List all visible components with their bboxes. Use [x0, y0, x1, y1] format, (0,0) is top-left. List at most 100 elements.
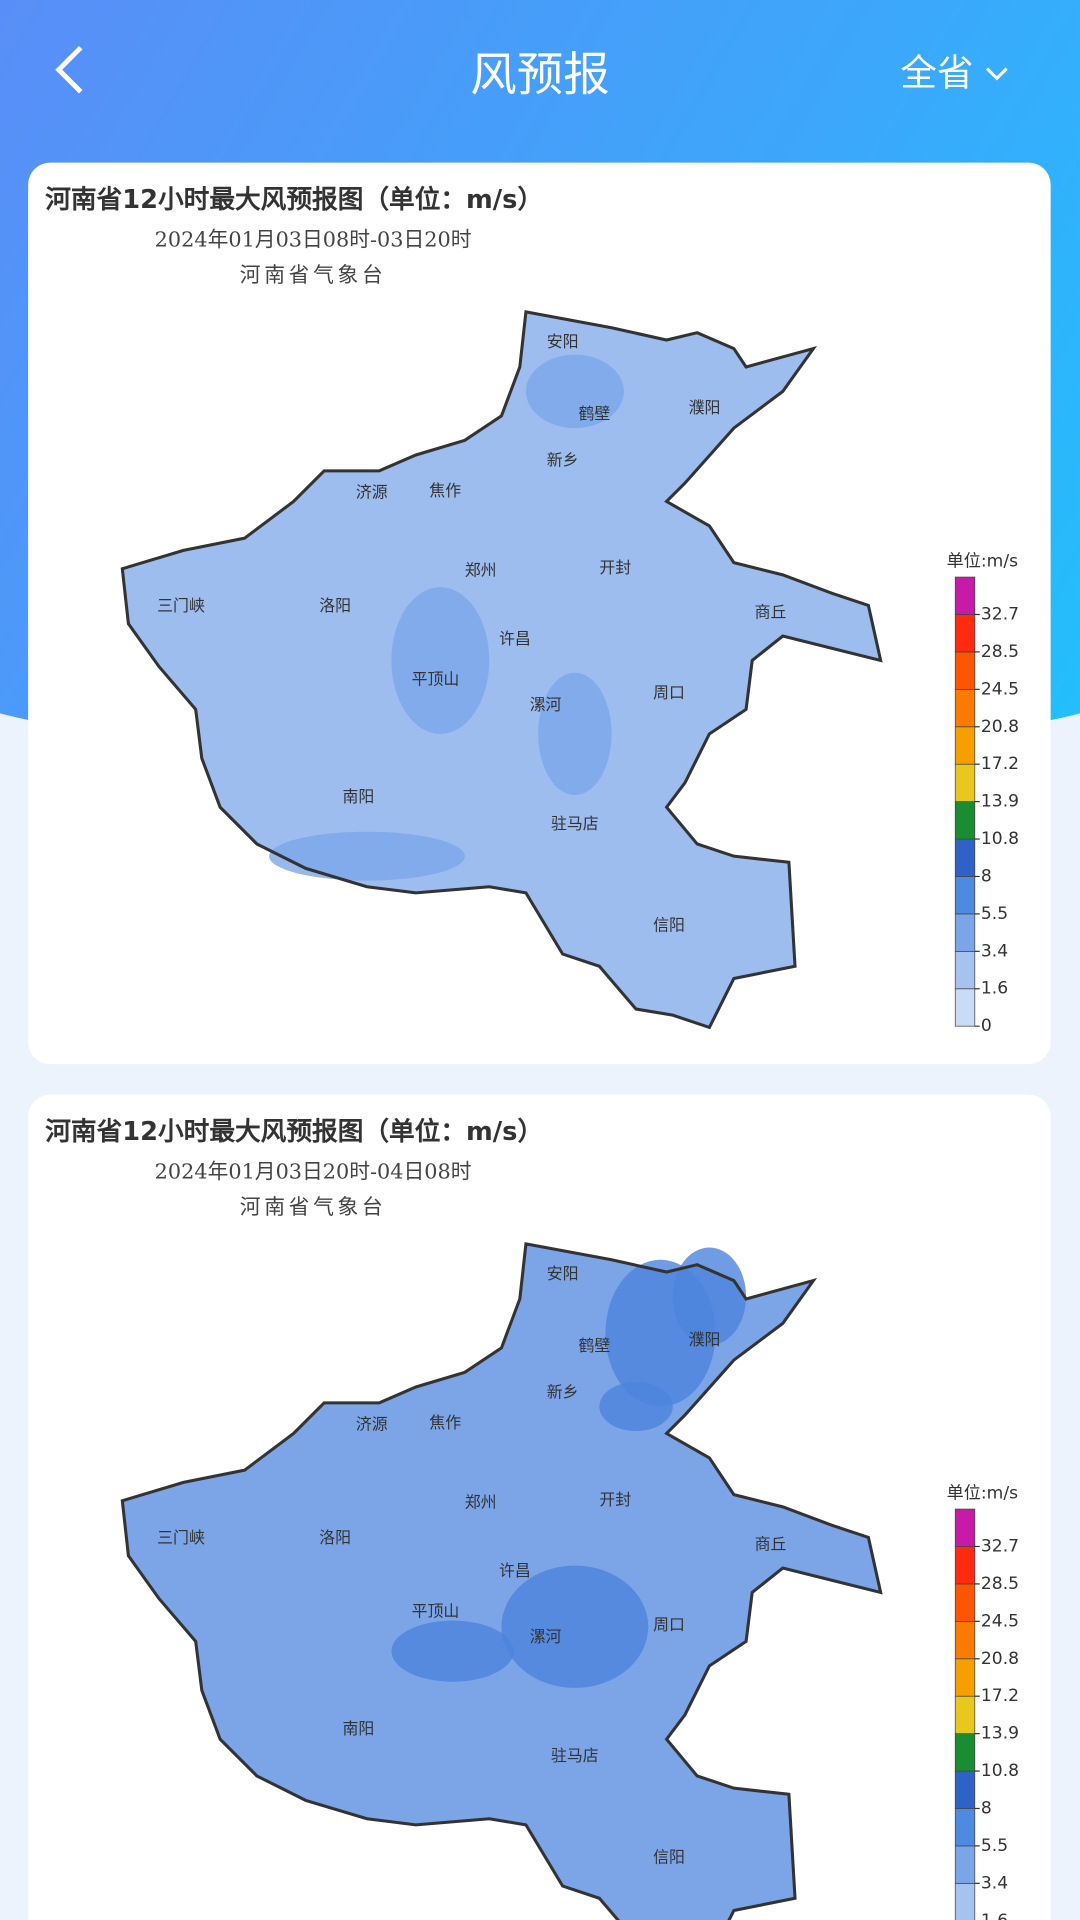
back-button[interactable]	[49, 43, 93, 97]
legend-swatch	[954, 651, 976, 690]
agency: 河南省气象台	[240, 1195, 387, 1219]
city-label: 鹤壁	[579, 1336, 611, 1355]
legend-swatch	[954, 576, 976, 615]
forecast-card[interactable]: 河南省12小时最大风预报图（单位：m/s） 2024年01月03日20时-04日0…	[28, 1094, 1051, 1920]
legend-tick-label: 5.5	[981, 1836, 1008, 1856]
legend-tick-label: 8	[981, 1798, 992, 1818]
wind-zone	[672, 1247, 747, 1346]
legend-swatch	[954, 688, 976, 728]
city-label: 南阳	[342, 787, 374, 806]
city-label: 信阳	[653, 915, 685, 934]
legend-tick-label: 32.7	[981, 604, 1019, 624]
legend-tick-label: 20.8	[981, 1649, 1019, 1669]
city-label: 洛阳	[319, 596, 351, 615]
province-fill	[122, 1243, 881, 1920]
city-label: 许昌	[499, 1561, 531, 1580]
city-label: 三门峡	[157, 1528, 205, 1547]
city-label: 安阳	[547, 1264, 579, 1283]
region-label[interactable]: 全省	[900, 52, 974, 96]
wind-zone	[538, 672, 612, 796]
agency: 河南省气象台	[240, 263, 387, 287]
province-fill	[122, 311, 881, 1028]
card-title: 河南省12小时最大风预报图（单位：m/s）	[45, 1116, 543, 1147]
city-label: 郑州	[465, 561, 497, 580]
legend-tick-label: 0	[981, 1016, 992, 1036]
legend-tick-label: 3.4	[981, 1873, 1008, 1893]
legend-swatch	[954, 876, 976, 915]
page-title: 风预报	[470, 47, 610, 102]
legend-tick-label: 10.8	[981, 829, 1019, 849]
legend-tick-label: 24.5	[981, 1611, 1019, 1631]
legend-swatch	[954, 1733, 976, 1772]
city-label: 南阳	[342, 1719, 374, 1738]
wind-zone	[269, 831, 465, 881]
legend-tick-label: 32.7	[981, 1536, 1019, 1556]
city-label: 三门峡	[157, 596, 205, 615]
city-label: 焦作	[429, 481, 461, 500]
legend-swatch	[954, 1583, 976, 1622]
legend-swatch	[954, 1658, 976, 1697]
legend-tick-label: 28.5	[981, 642, 1019, 662]
legend-swatch	[954, 1845, 976, 1884]
province-border	[120, 1242, 883, 1920]
province-border	[120, 310, 883, 1030]
wind-zone	[525, 354, 624, 429]
wind-zone	[391, 1620, 514, 1682]
city-label: 济源	[356, 1414, 388, 1433]
card-title: 河南省12小时最大风预报图（单位：m/s）	[45, 184, 543, 215]
forecast-map: 河南省12小时最大风预报图（单位：m/s） 2024年01月03日20时-04日0…	[45, 1116, 1019, 1920]
legend-tick-label: 5.5	[981, 904, 1008, 924]
city-label: 开封	[599, 1490, 631, 1509]
legend-swatch	[954, 801, 976, 840]
forecast-map: 河南省12小时最大风预报图（单位：m/s） 2024年01月03日08时-03日2…	[45, 184, 1019, 1036]
forecast-card[interactable]: 河南省12小时最大风预报图（单位：m/s） 2024年01月03日08时-03日2…	[28, 162, 1051, 1065]
legend-swatch	[954, 1508, 976, 1547]
city-label: 信阳	[653, 1847, 685, 1866]
city-label: 开封	[599, 558, 631, 577]
city-label: 平顶山	[412, 1602, 460, 1621]
legend-tick-label: 24.5	[981, 679, 1019, 699]
legend-tick-label: 17.2	[981, 754, 1019, 774]
legend-swatch	[954, 950, 976, 990]
legend-tick-label: 3.4	[981, 941, 1008, 961]
legend-swatch	[954, 1620, 976, 1660]
wind-zone	[501, 1565, 649, 1688]
legend-swatch	[954, 838, 976, 877]
city-label: 漯河	[530, 1627, 562, 1646]
legend-tick-label: 13.9	[981, 1724, 1019, 1744]
city-label: 商丘	[755, 602, 787, 621]
legend-swatch	[954, 988, 976, 1027]
city-label: 商丘	[755, 1534, 787, 1553]
city-label: 驻马店	[551, 1746, 599, 1765]
chevron	[985, 67, 1008, 81]
city-label: 周口	[653, 1615, 685, 1634]
legend-swatch	[954, 1546, 976, 1585]
legend-swatch	[954, 913, 976, 952]
legend-swatch	[954, 1695, 976, 1734]
forecast-period: 2024年01月03日08时-03日20时	[155, 227, 472, 251]
city-label: 洛阳	[319, 1528, 351, 1547]
legend-tick-label: 13.9	[981, 792, 1019, 812]
wind-zone	[599, 1382, 673, 1432]
city-label: 鹤壁	[579, 404, 611, 423]
legend-swatch	[954, 614, 976, 653]
legend-swatch	[954, 1770, 976, 1809]
region-selector[interactable]: 全省	[900, 43, 1013, 97]
legend-swatch	[954, 1882, 976, 1920]
legend-tick-label: 8	[981, 866, 992, 886]
legend-swatch	[954, 1808, 976, 1847]
city-label: 驻马店	[551, 814, 599, 833]
city-label: 周口	[653, 683, 685, 702]
legend-title: 单位:m/s	[947, 551, 1018, 571]
legend-tick-label: 1.6	[981, 1911, 1008, 1920]
city-label: 许昌	[499, 629, 531, 648]
city-label: 郑州	[465, 1493, 497, 1512]
city-label: 平顶山	[412, 670, 460, 689]
wind-zone	[391, 587, 490, 734]
city-label: 漯河	[530, 695, 562, 714]
city-label: 安阳	[547, 332, 579, 351]
city-label: 濮阳	[689, 1330, 721, 1349]
legend-tick-label: 28.5	[981, 1574, 1019, 1594]
legend-title: 单位:m/s	[947, 1483, 1018, 1503]
